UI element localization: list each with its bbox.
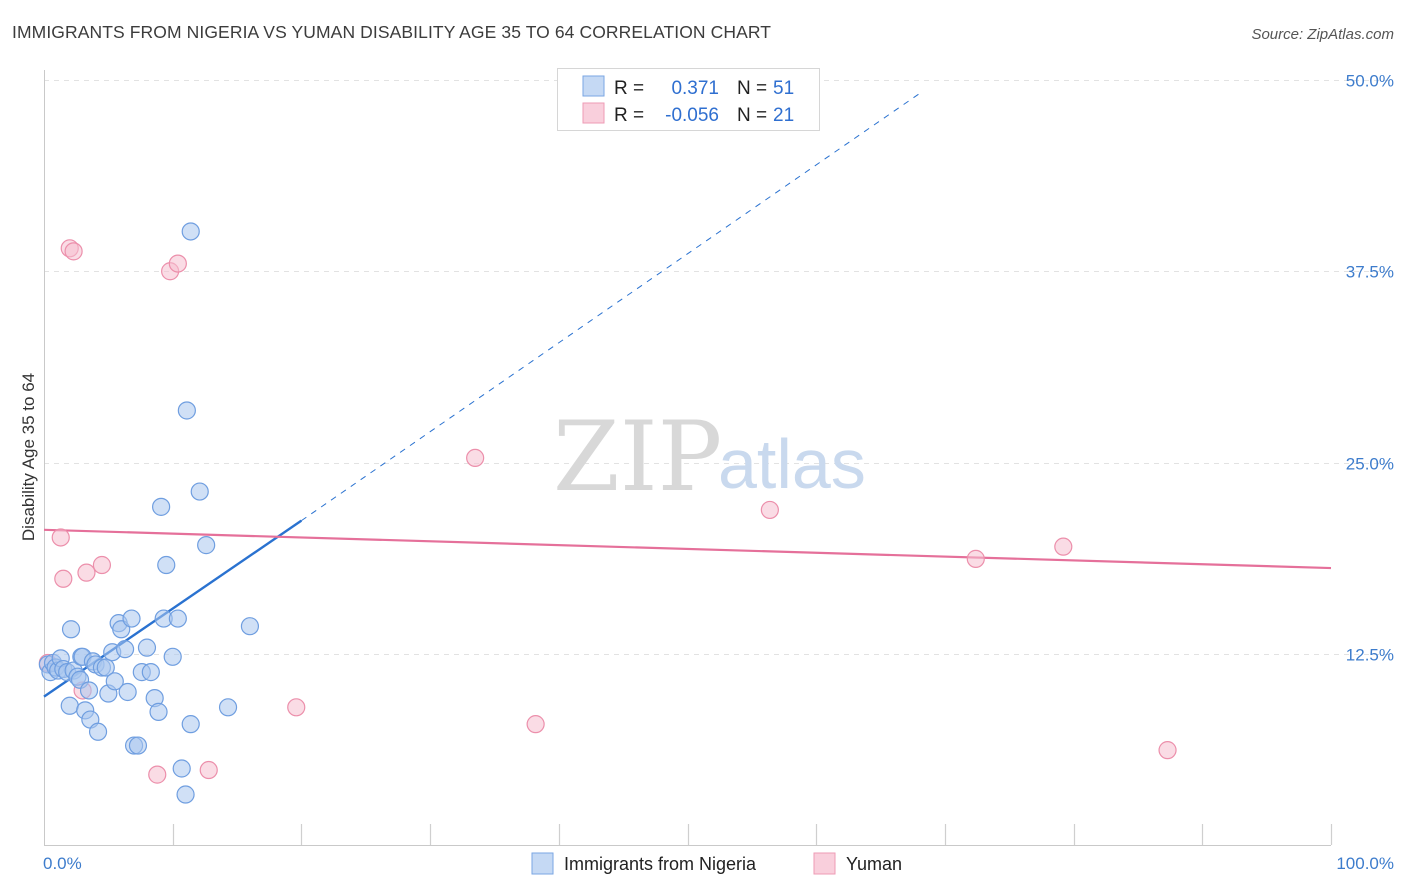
legend-swatch-yuman: [582, 102, 605, 124]
series-legend-swatch-yuman: [813, 852, 836, 875]
series-legend-swatch-nigeria: [531, 852, 554, 875]
y-axis-label: Disability Age 35 to 64: [19, 373, 38, 541]
yuman-point: [92, 555, 112, 575]
nigeria-point: [177, 401, 196, 420]
nigeria-point: [128, 736, 148, 755]
yuman-point: [148, 765, 167, 784]
yuman-point: [168, 254, 187, 273]
legend-n-label-1: N =: [737, 78, 767, 99]
yuman-point: [64, 242, 83, 261]
nigeria-point: [172, 759, 191, 778]
legend-n-value-1: 51: [773, 78, 794, 99]
legend-r-value-2: -0.056: [665, 105, 719, 126]
y-tick-label: 37.5%: [1346, 263, 1394, 282]
yuman-point: [77, 563, 96, 582]
yuman-point: [54, 569, 73, 588]
nigeria-point: [60, 696, 79, 715]
yuman-point: [287, 698, 306, 717]
nigeria-point: [149, 702, 168, 721]
chart-title: IMMIGRANTS FROM NIGERIA VS YUMAN DISABIL…: [12, 22, 771, 42]
nigeria-point: [176, 785, 195, 804]
nigeria-point: [61, 620, 81, 639]
nigeria-point: [240, 617, 260, 636]
legend-r-label-2: R =: [614, 105, 644, 126]
yuman-point: [51, 528, 70, 547]
nigeria-point: [79, 681, 99, 700]
y-tick-labels: 12.5% 25.0% 37.5% 50.0%: [1346, 72, 1394, 665]
yuman-trend-line: [43, 528, 1332, 570]
trend-lines: [43, 93, 1332, 698]
legend-r-label-1: R =: [614, 78, 644, 99]
x-tick-label-min: 0.0%: [43, 854, 82, 873]
x-tick-label-max: 100.0%: [1336, 854, 1394, 873]
yuman-point: [966, 549, 985, 568]
legend-n-value-2: 21: [773, 105, 794, 126]
nigeria-point: [190, 482, 209, 501]
nigeria-point: [218, 698, 238, 717]
legend-r-value-1: 0.371: [671, 78, 719, 99]
nigeria-point: [88, 722, 108, 741]
yuman-point: [466, 448, 485, 468]
correlation-legend: R = 0.371 N = 51 R = -0.056 N = 21: [557, 68, 820, 131]
yuman-point: [199, 760, 218, 780]
nigeria-point: [137, 638, 157, 657]
nigeria-point: [141, 663, 160, 682]
nigeria-point: [96, 658, 115, 677]
yuman-point: [1054, 537, 1073, 556]
watermark-zip: ZIP: [553, 401, 722, 513]
y-tick-label: 12.5%: [1346, 646, 1394, 665]
nigeria-point: [122, 609, 141, 628]
nigeria-point: [181, 222, 200, 241]
legend-swatch-nigeria: [582, 75, 605, 97]
nigeria-point: [163, 647, 182, 666]
watermark-atlas: atlas: [718, 425, 866, 503]
x-ticks: [172, 824, 1333, 845]
y-tick-label: 50.0%: [1346, 72, 1394, 91]
nigeria-point: [181, 715, 200, 734]
series-legend: Immigrants from Nigeria Yuman: [531, 852, 902, 875]
nigeria-point: [118, 682, 137, 702]
nigeria-points: [38, 222, 260, 804]
nigeria-point: [115, 640, 135, 659]
legend-n-label-2: N =: [737, 105, 767, 126]
yuman-point: [526, 715, 545, 734]
nigeria-trend-extension: [301, 93, 920, 522]
nigeria-point: [152, 497, 171, 516]
nigeria-point: [168, 609, 187, 628]
nigeria-point: [197, 536, 216, 555]
y-tick-label: 25.0%: [1346, 455, 1394, 474]
grid: [44, 80, 1394, 655]
nigeria-point: [105, 672, 124, 691]
yuman-points: [38, 239, 1177, 784]
series-legend-label-nigeria: Immigrants from Nigeria: [564, 854, 757, 874]
yuman-point: [1158, 741, 1177, 760]
yuman-point: [760, 500, 779, 520]
nigeria-point: [157, 555, 176, 575]
source-label: Source: ZipAtlas.com: [1251, 26, 1394, 43]
series-legend-label-yuman: Yuman: [846, 854, 902, 874]
